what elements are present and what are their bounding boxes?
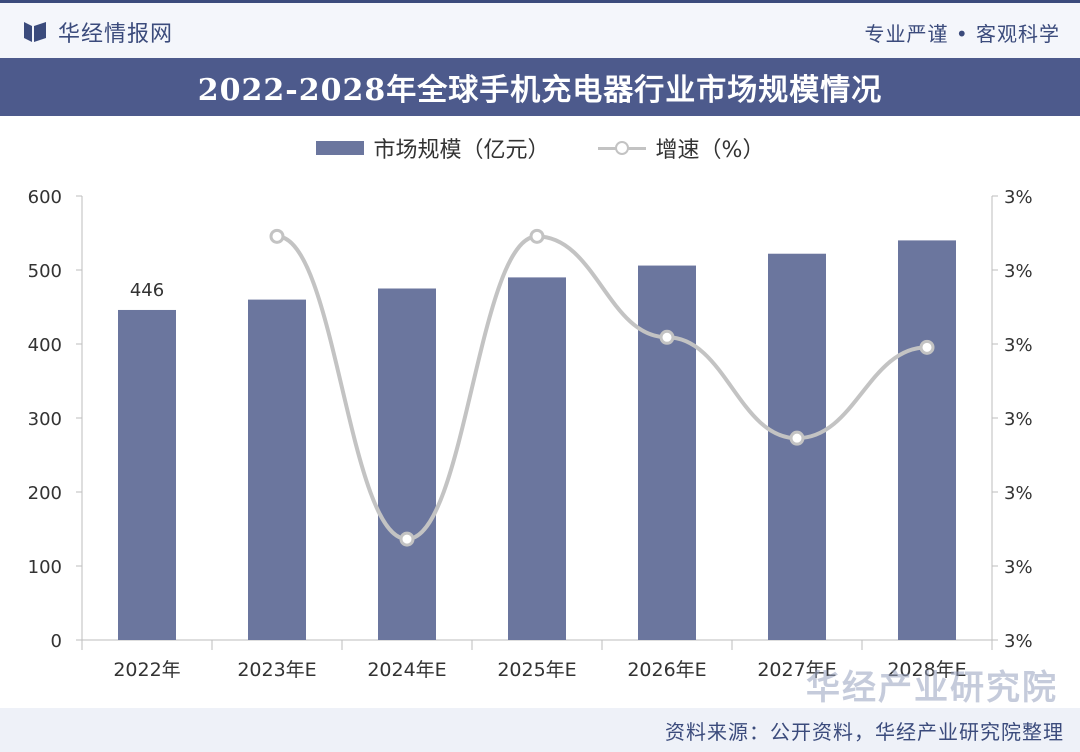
- bar: [638, 265, 696, 640]
- y-tick-label-right: 3%: [1004, 557, 1033, 578]
- bar: [898, 240, 956, 640]
- y-tick-label-right: 3%: [1004, 261, 1033, 282]
- x-tick-label: 2026年E: [627, 659, 706, 681]
- legend-bar-swatch: [315, 141, 364, 155]
- growth-point: [659, 329, 675, 345]
- y-tick-label-right: 3%: [1004, 187, 1033, 208]
- growth-point: [919, 339, 935, 355]
- header-slogan: 专业严谨 • 客观科学: [864, 21, 1060, 46]
- source-note: 资料来源：公开资料，华经产业研究院整理: [665, 720, 1064, 744]
- brand-name: 华经情报网: [58, 22, 174, 47]
- x-tick-label: 2023年E: [237, 659, 316, 681]
- bar: [508, 277, 566, 640]
- chart-legend: 市场规模（亿元） 增速（%）: [0, 132, 1080, 164]
- y-tick-label-left: 200: [28, 483, 62, 504]
- y-tick-label-right: 3%: [1004, 335, 1033, 356]
- y-tick-label-left: 400: [28, 335, 62, 356]
- y-tick-label-right: 3%: [1004, 483, 1033, 504]
- growth-point: [269, 228, 285, 244]
- legend-item-growth: 增速（%）: [597, 132, 765, 164]
- y-tick-label-left: 100: [28, 557, 62, 578]
- y-tick-label-left: 300: [28, 409, 62, 430]
- brand-logo-icon: [24, 22, 46, 42]
- legend-label-market-size: 市场规模（亿元）: [373, 138, 550, 163]
- growth-point: [399, 531, 415, 547]
- growth-line: [276, 234, 928, 542]
- bar: [248, 299, 306, 640]
- y-tick-label-right: 3%: [1004, 631, 1033, 652]
- bar: [768, 253, 826, 640]
- y-tick-label-left: 0: [51, 631, 62, 652]
- header-bar: 华经情报网 专业严谨 • 客观科学: [0, 0, 1080, 58]
- x-tick-label: 2025年E: [497, 659, 576, 681]
- footer-bar: 资料来源：公开资料，华经产业研究院整理: [0, 708, 1080, 752]
- bar: [118, 309, 176, 640]
- bar-data-label: 446: [130, 280, 164, 301]
- x-tick-label: 2027年E: [757, 659, 836, 681]
- growth-point: [529, 228, 545, 244]
- title-bar: 2022-2028年全球手机充电器行业市场规模情况: [0, 58, 1080, 116]
- growth-point: [789, 430, 805, 446]
- brand: 华经情报网: [22, 15, 173, 49]
- watermark-text: 华经产业研究院: [806, 668, 1058, 708]
- y-tick-label-left: 600: [28, 187, 62, 208]
- y-tick-label-left: 500: [28, 261, 62, 282]
- chart-plot: 0 100 200 300 400 500 600 3% 3% 3% 3% 3% 3% 3% 2022年 20…: [28, 187, 1033, 681]
- x-tick-label: 2028年E: [887, 659, 966, 681]
- x-tick-label: 2022年: [113, 659, 180, 681]
- bar: [378, 288, 436, 640]
- y-tick-label-right: 3%: [1004, 409, 1033, 430]
- legend-item-market-size: 市场规模（亿元）: [315, 132, 550, 164]
- x-tick-label: 2024年E: [367, 659, 446, 681]
- legend-line-swatch: [597, 141, 646, 155]
- chart-title: 2022-2028年全球手机充电器行业市场规模情况: [197, 73, 883, 108]
- legend-label-growth: 增速（%）: [655, 138, 765, 163]
